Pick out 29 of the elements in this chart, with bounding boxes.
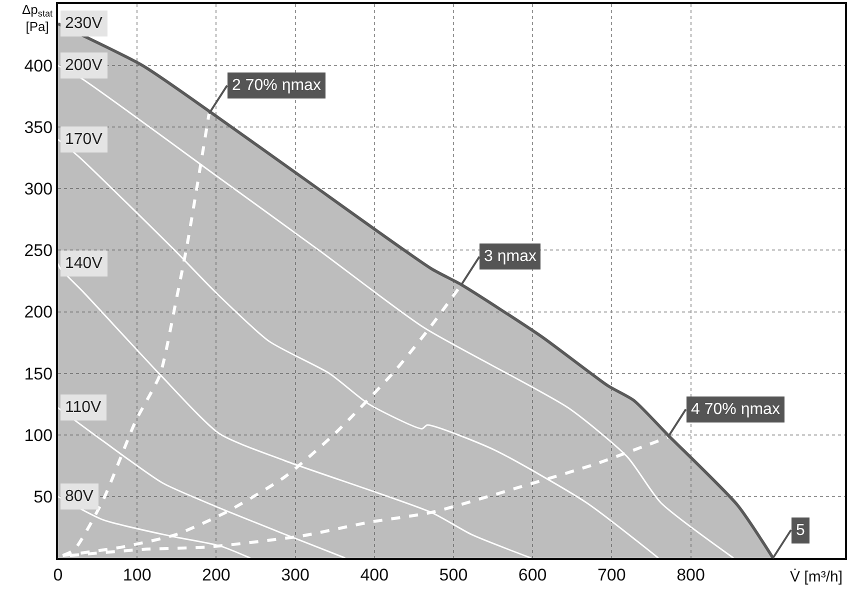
y-tick-label: 150	[24, 364, 53, 384]
annotation: 5	[796, 522, 805, 539]
x-tick-label: 800	[676, 565, 705, 584]
series-label: 170V	[65, 131, 103, 148]
series-label: 110V	[65, 399, 102, 416]
y-tick-label: 400	[24, 56, 53, 76]
y-tick-label: 50	[34, 487, 53, 506]
y-tick-label: 350	[24, 118, 53, 138]
x-tick-label: 200	[202, 565, 230, 584]
x-tick-label: 700	[597, 565, 626, 584]
x-tick-label: 600	[518, 565, 547, 584]
x-tick-label: 400	[360, 565, 389, 584]
y-tick-label: 300	[24, 180, 53, 199]
y-axis-title: Δp$_{stat}$ [Pa]	[22, 2, 54, 34]
series-label: 80V	[65, 488, 94, 505]
annotation: 4 70% ηmax	[691, 401, 780, 418]
y-tick-label: 100	[24, 426, 53, 445]
annotation: 2 70% ηmax	[232, 77, 321, 94]
x-tick-label: 300	[281, 565, 310, 584]
y-tick-label: 250	[24, 241, 53, 260]
y-tick-label: 200	[24, 302, 53, 322]
x-axis-title: V̇ [m³/h]	[790, 568, 843, 586]
x-tick-label: 100	[122, 565, 152, 584]
x-tick-label: 500	[439, 565, 468, 584]
series-label: 200V	[65, 57, 103, 74]
series-label: 140V	[65, 255, 103, 272]
x-tick-label: 0	[53, 565, 63, 584]
annotation: 3 ηmax	[484, 248, 536, 265]
series-label: 230V	[65, 15, 103, 32]
